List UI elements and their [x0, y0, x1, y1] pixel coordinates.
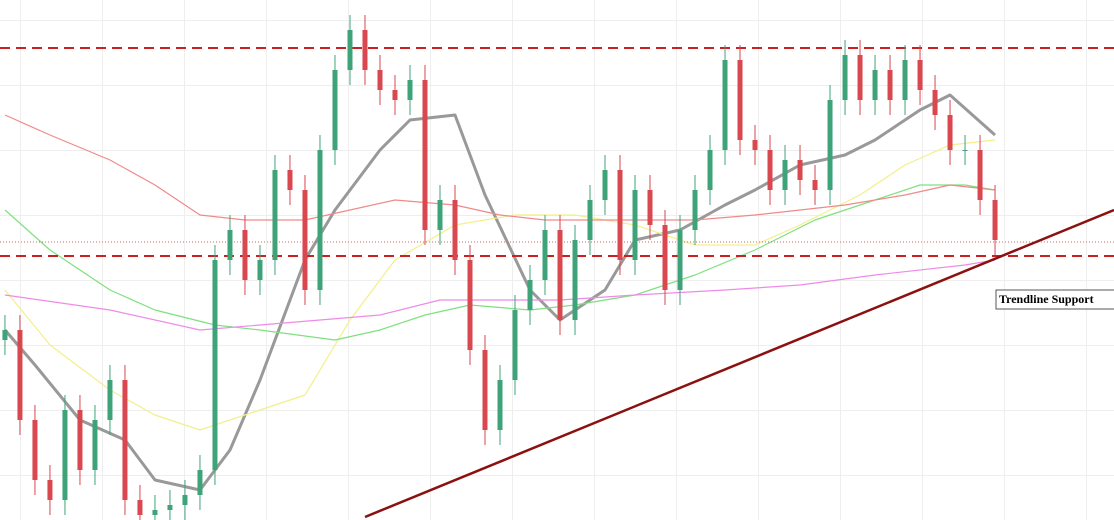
annotation-box	[995, 289, 1114, 310]
candle-body	[407, 80, 413, 100]
annotation: Trendline Support	[999, 292, 1094, 306]
moving-average	[4, 114, 996, 221]
candle-body	[887, 70, 893, 100]
candle-body	[302, 190, 308, 290]
candle-body	[767, 150, 773, 190]
candle-body	[422, 80, 428, 230]
candle-body	[992, 200, 998, 240]
candle-body	[947, 115, 953, 150]
candle-body	[842, 55, 848, 100]
candle-body	[932, 90, 938, 115]
candle-body	[317, 150, 323, 290]
candle-body	[77, 410, 83, 470]
candle-body	[917, 60, 923, 90]
candle-body	[572, 240, 578, 320]
candle-body	[467, 260, 473, 350]
candle-body	[2, 330, 8, 340]
candle-body	[647, 190, 653, 225]
candle-body	[587, 200, 593, 240]
candle-body	[167, 505, 173, 510]
candle-body	[797, 160, 803, 180]
candle-body	[977, 150, 983, 200]
candle-body	[92, 420, 98, 470]
candle-body	[812, 180, 818, 190]
candle-body	[827, 100, 833, 190]
candle-body	[512, 310, 518, 380]
candle-body	[287, 170, 293, 190]
candle-body	[497, 380, 503, 430]
candle-body	[722, 60, 728, 150]
candle-body	[362, 30, 368, 70]
candle-body	[857, 55, 863, 100]
candle-body	[257, 260, 263, 280]
candles	[2, 15, 998, 520]
candle-body	[737, 60, 743, 140]
candle-body	[182, 495, 188, 505]
candle-body	[782, 160, 788, 190]
candle-body	[632, 190, 638, 260]
candle-body	[527, 280, 533, 310]
candle-body	[212, 260, 218, 470]
levels	[0, 47, 1114, 519]
candle-body	[677, 230, 683, 290]
candle-body	[557, 230, 563, 320]
moving-average	[4, 139, 996, 431]
candle-body	[452, 200, 458, 260]
candle-body	[602, 170, 608, 200]
candle-body	[482, 350, 488, 430]
candle-body	[662, 225, 668, 290]
trendline	[364, 208, 1114, 519]
candle-body	[62, 410, 68, 500]
candle-body	[17, 330, 23, 420]
moving-average	[4, 184, 996, 341]
candle-body	[392, 90, 398, 100]
candle-body	[227, 230, 233, 260]
candle-body	[197, 470, 203, 495]
candle-body	[122, 380, 128, 500]
candle-body	[47, 480, 53, 500]
candle-body	[962, 150, 968, 151]
candle-body	[902, 60, 908, 100]
candle-body	[137, 500, 143, 515]
candle-body	[272, 170, 278, 260]
candle-body	[692, 190, 698, 230]
moving-average	[4, 259, 996, 331]
candle-body	[617, 170, 623, 260]
candle-body	[152, 510, 158, 515]
candle-body	[347, 30, 353, 70]
candle-body	[872, 70, 878, 100]
candle-body	[107, 380, 113, 420]
candle-body	[332, 70, 338, 150]
candle-body	[242, 230, 248, 280]
candle-body	[377, 70, 383, 90]
candle-body	[707, 150, 713, 190]
candle-body	[542, 230, 548, 280]
candle-body	[437, 200, 443, 230]
candle-body	[752, 140, 758, 150]
candle-body	[32, 420, 38, 480]
